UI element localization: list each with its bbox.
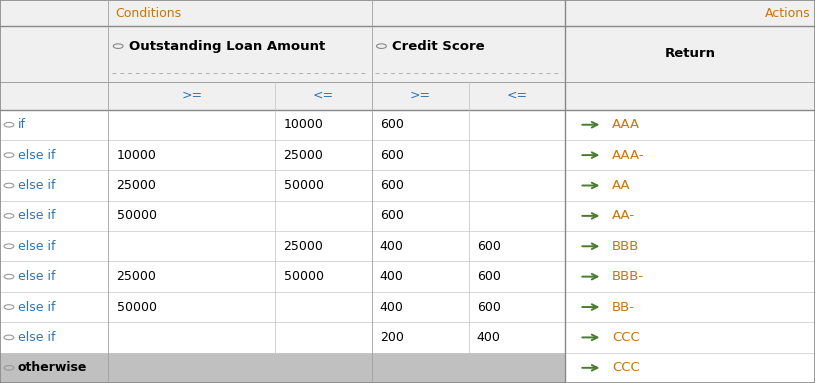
- Text: BBB: BBB: [612, 240, 640, 253]
- Text: AA: AA: [612, 179, 631, 192]
- Bar: [0, 0, 815, 26]
- Text: 50000: 50000: [117, 210, 156, 223]
- Bar: [0, 353, 565, 383]
- Text: Return: Return: [664, 47, 716, 60]
- Text: >=: >=: [410, 89, 430, 102]
- Text: CCC: CCC: [612, 331, 640, 344]
- Text: 25000: 25000: [117, 270, 156, 283]
- Text: 50000: 50000: [284, 270, 324, 283]
- Bar: [0, 170, 815, 201]
- Text: else if: else if: [18, 240, 55, 253]
- Text: Outstanding Loan Amount: Outstanding Loan Amount: [129, 40, 325, 52]
- Bar: [0, 201, 815, 231]
- Text: 600: 600: [380, 118, 403, 131]
- Text: Conditions: Conditions: [115, 7, 181, 20]
- Bar: [0, 140, 815, 170]
- Text: 25000: 25000: [284, 149, 324, 162]
- Text: 600: 600: [477, 240, 500, 253]
- Text: CCC: CCC: [612, 361, 640, 374]
- Bar: [0, 231, 815, 262]
- Text: else if: else if: [18, 270, 55, 283]
- Bar: [0, 262, 815, 292]
- Text: >=: >=: [182, 89, 202, 102]
- Bar: [565, 353, 815, 383]
- Text: else if: else if: [18, 179, 55, 192]
- Bar: [0, 110, 815, 140]
- Text: else if: else if: [18, 149, 55, 162]
- Bar: [0, 322, 815, 353]
- Text: 400: 400: [380, 301, 403, 314]
- Text: <=: <=: [506, 89, 527, 102]
- Bar: [0, 292, 815, 322]
- Text: Credit Score: Credit Score: [392, 40, 485, 52]
- Text: 50000: 50000: [117, 301, 156, 314]
- Text: AA-: AA-: [612, 210, 635, 223]
- Text: 600: 600: [477, 301, 500, 314]
- Text: 10000: 10000: [284, 118, 324, 131]
- Text: otherwise: otherwise: [18, 361, 87, 374]
- Text: <=: <=: [313, 89, 334, 102]
- Text: else if: else if: [18, 301, 55, 314]
- Text: 600: 600: [380, 210, 403, 223]
- Text: 600: 600: [477, 270, 500, 283]
- Text: 50000: 50000: [284, 179, 324, 192]
- Text: else if: else if: [18, 210, 55, 223]
- Text: if: if: [18, 118, 26, 131]
- Text: 10000: 10000: [117, 149, 156, 162]
- Text: AAA: AAA: [612, 118, 641, 131]
- Text: 200: 200: [380, 331, 403, 344]
- Text: else if: else if: [18, 331, 55, 344]
- Text: BBB-: BBB-: [612, 270, 644, 283]
- Text: 600: 600: [380, 149, 403, 162]
- Text: Actions: Actions: [765, 7, 811, 20]
- Bar: [0, 82, 815, 110]
- Text: 400: 400: [477, 331, 500, 344]
- Text: 400: 400: [380, 240, 403, 253]
- Text: AAA-: AAA-: [612, 149, 645, 162]
- Text: 400: 400: [380, 270, 403, 283]
- Text: 25000: 25000: [284, 240, 324, 253]
- Text: 600: 600: [380, 179, 403, 192]
- Text: 25000: 25000: [117, 179, 156, 192]
- Text: BB-: BB-: [612, 301, 635, 314]
- Bar: [0, 26, 815, 82]
